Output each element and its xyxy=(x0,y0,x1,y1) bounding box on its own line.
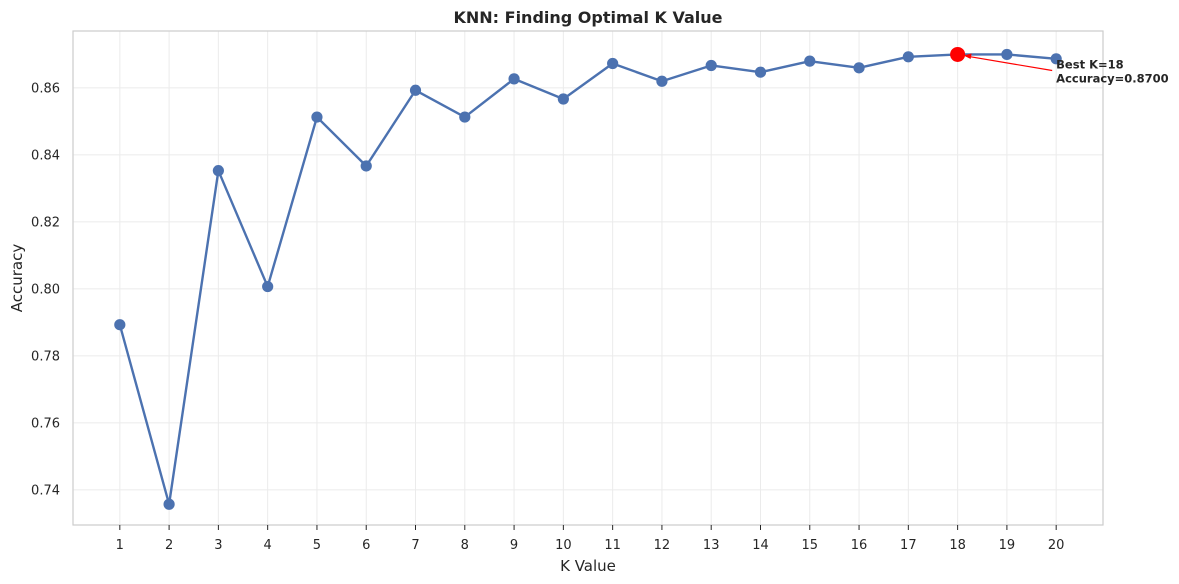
x-tick-label: 6 xyxy=(362,538,370,553)
y-tick-label: 0.80 xyxy=(31,282,60,297)
x-tick-label: 10 xyxy=(555,538,572,553)
x-tick-label: 9 xyxy=(510,538,518,553)
data-point xyxy=(360,160,372,172)
x-tick-label: 17 xyxy=(900,538,917,553)
x-tick-label: 20 xyxy=(1048,538,1065,553)
y-tick-label: 0.76 xyxy=(31,416,60,431)
plot-frame xyxy=(72,30,1104,526)
data-point xyxy=(459,111,471,123)
data-point xyxy=(754,66,767,78)
grid xyxy=(73,31,1103,525)
x-tick-label: 3 xyxy=(214,538,222,553)
annotation-arrowhead xyxy=(963,53,972,59)
x-tick-label: 12 xyxy=(654,538,671,553)
x-tick-label: 13 xyxy=(703,538,720,553)
y-tick-label: 0.82 xyxy=(31,215,60,230)
x-tick-label: 1 xyxy=(116,538,124,553)
chart-title: KNN: Finding Optimal K Value xyxy=(453,8,722,27)
x-tick-label: 11 xyxy=(604,538,621,553)
x-tick-label: 19 xyxy=(999,538,1016,553)
x-tick-label: 5 xyxy=(313,538,321,553)
annotation-arrow xyxy=(965,55,1053,72)
data-point xyxy=(853,62,865,74)
y-tick-label: 0.74 xyxy=(31,483,60,498)
data-point xyxy=(656,75,668,87)
x-tick-label: 8 xyxy=(461,538,469,553)
x-tick-labels: 1 2 3 4 5 6 7 8 9 10 11 12 13 14 15 16 17 18 19 20 xyxy=(116,525,1065,553)
x-tick-label: 14 xyxy=(752,538,769,553)
y-tick-label: 0.84 xyxy=(31,148,60,163)
data-point xyxy=(1050,53,1062,65)
y-tick-label: 0.86 xyxy=(31,81,60,96)
series-line xyxy=(118,53,1057,506)
x-tick-label: 2 xyxy=(165,538,173,553)
x-axis-label: K Value xyxy=(560,557,616,575)
x-tick-label: 4 xyxy=(264,538,272,553)
data-point xyxy=(212,165,224,177)
best-k-point xyxy=(950,46,966,62)
data-point xyxy=(262,280,274,293)
data-point xyxy=(557,93,569,105)
data-point xyxy=(114,319,126,331)
data-point xyxy=(902,51,914,63)
y-axis-label: Accuracy xyxy=(8,244,26,313)
annotation-accuracy: Accuracy=0.8700 xyxy=(1056,72,1168,86)
data-point xyxy=(163,498,175,510)
series xyxy=(114,48,1062,510)
data-point xyxy=(409,84,422,96)
data-point xyxy=(705,59,717,72)
x-tick-label: 18 xyxy=(949,538,966,553)
y-tick-label: 0.78 xyxy=(31,349,60,364)
y-tick-labels: 0.74 0.76 0.78 0.80 0.82 0.84 0.86 xyxy=(31,81,60,498)
x-tick-label: 7 xyxy=(411,538,419,553)
x-tick-label: 15 xyxy=(801,538,818,553)
data-point xyxy=(508,73,520,85)
data-point xyxy=(607,57,619,70)
data-point xyxy=(311,111,323,123)
annotation-best-k: Best K=18 xyxy=(1056,58,1123,72)
data-point xyxy=(804,55,816,67)
x-tick-label: 16 xyxy=(851,538,868,553)
data-point xyxy=(1001,48,1013,61)
